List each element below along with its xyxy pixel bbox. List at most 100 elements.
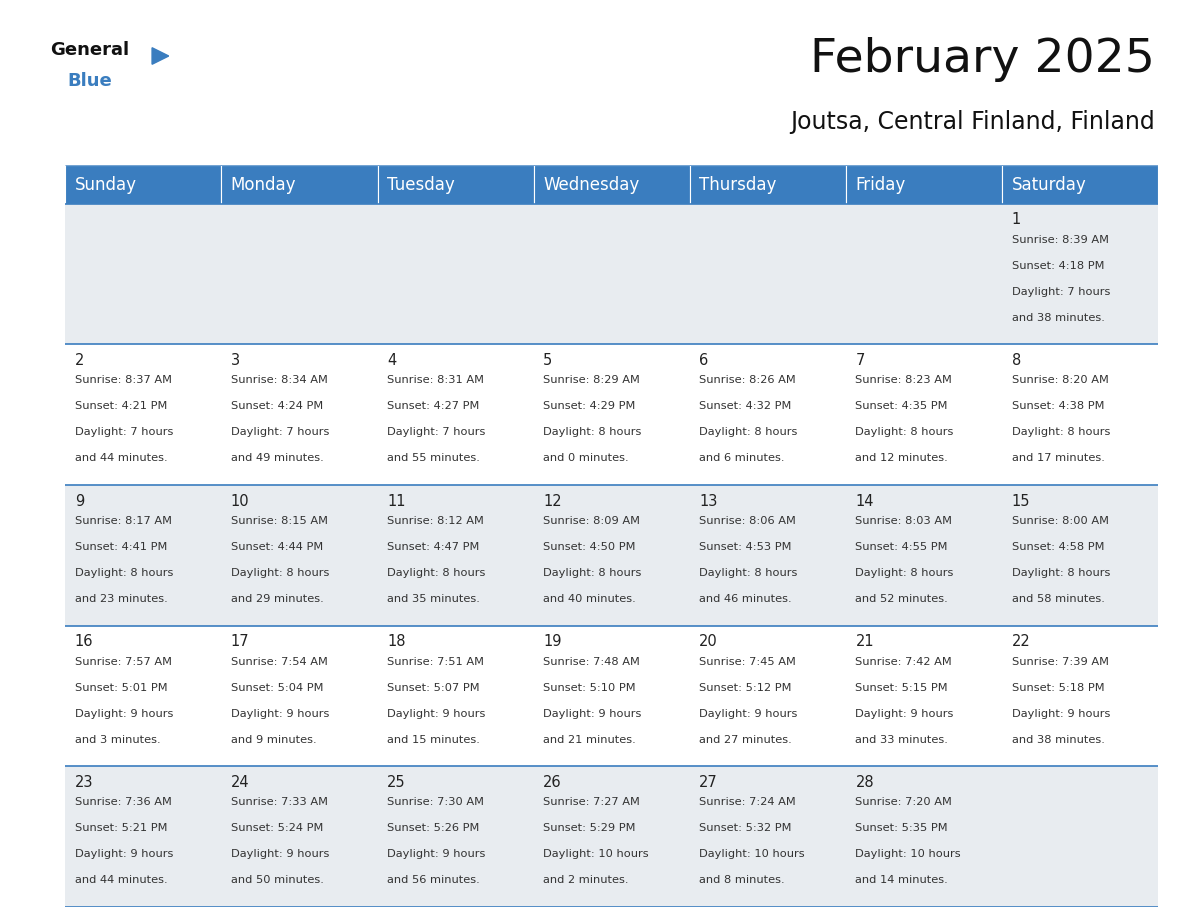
Text: and 14 minutes.: and 14 minutes. <box>855 876 948 885</box>
Text: Sunset: 5:26 PM: Sunset: 5:26 PM <box>387 823 479 834</box>
Text: Daylight: 8 hours: Daylight: 8 hours <box>1011 568 1110 578</box>
Bar <box>221 485 378 626</box>
Text: Daylight: 8 hours: Daylight: 8 hours <box>387 568 486 578</box>
Text: Daylight: 8 hours: Daylight: 8 hours <box>543 568 642 578</box>
Text: Daylight: 10 hours: Daylight: 10 hours <box>700 849 805 859</box>
Text: and 15 minutes.: and 15 minutes. <box>387 734 480 744</box>
Text: Sunset: 5:24 PM: Sunset: 5:24 PM <box>230 823 323 834</box>
Text: and 9 minutes.: and 9 minutes. <box>230 734 316 744</box>
Text: 23: 23 <box>75 775 93 789</box>
Text: Sunrise: 7:33 AM: Sunrise: 7:33 AM <box>230 798 328 807</box>
Bar <box>846 344 1003 485</box>
Bar <box>378 767 533 907</box>
Text: Daylight: 9 hours: Daylight: 9 hours <box>75 849 173 859</box>
Text: Sunrise: 8:03 AM: Sunrise: 8:03 AM <box>855 516 953 526</box>
Text: Sunrise: 8:00 AM: Sunrise: 8:00 AM <box>1011 516 1108 526</box>
Text: Sunrise: 7:51 AM: Sunrise: 7:51 AM <box>387 656 484 666</box>
Text: Sunrise: 8:23 AM: Sunrise: 8:23 AM <box>855 375 953 386</box>
Text: and 21 minutes.: and 21 minutes. <box>543 734 636 744</box>
Bar <box>1003 485 1158 626</box>
Text: Daylight: 9 hours: Daylight: 9 hours <box>1011 709 1110 719</box>
Bar <box>690 485 846 626</box>
Text: 11: 11 <box>387 494 405 509</box>
Text: and 8 minutes.: and 8 minutes. <box>700 876 785 885</box>
Text: Sunrise: 7:42 AM: Sunrise: 7:42 AM <box>855 656 952 666</box>
Text: Sunrise: 8:26 AM: Sunrise: 8:26 AM <box>700 375 796 386</box>
Text: and 46 minutes.: and 46 minutes. <box>700 594 792 604</box>
Bar <box>533 344 690 485</box>
Bar <box>65 767 221 907</box>
Text: and 55 minutes.: and 55 minutes. <box>387 453 480 464</box>
Text: and 2 minutes.: and 2 minutes. <box>543 876 628 885</box>
Text: and 0 minutes.: and 0 minutes. <box>543 453 628 464</box>
Text: Friday: Friday <box>855 175 905 194</box>
Text: and 44 minutes.: and 44 minutes. <box>75 876 168 885</box>
Text: Sunrise: 7:54 AM: Sunrise: 7:54 AM <box>230 656 328 666</box>
Bar <box>65 344 221 485</box>
Text: Sunrise: 8:09 AM: Sunrise: 8:09 AM <box>543 516 640 526</box>
Text: and 23 minutes.: and 23 minutes. <box>75 594 168 604</box>
Text: Sunset: 4:21 PM: Sunset: 4:21 PM <box>75 401 168 411</box>
Text: 10: 10 <box>230 494 249 509</box>
Bar <box>690 767 846 907</box>
Text: and 58 minutes.: and 58 minutes. <box>1011 594 1105 604</box>
Bar <box>378 485 533 626</box>
Bar <box>846 767 1003 907</box>
Text: Sunrise: 8:34 AM: Sunrise: 8:34 AM <box>230 375 328 386</box>
Bar <box>221 344 378 485</box>
Text: 24: 24 <box>230 775 249 789</box>
Text: Sunset: 4:27 PM: Sunset: 4:27 PM <box>387 401 479 411</box>
Text: Daylight: 8 hours: Daylight: 8 hours <box>700 428 797 437</box>
Text: and 52 minutes.: and 52 minutes. <box>855 594 948 604</box>
Text: and 38 minutes.: and 38 minutes. <box>1011 313 1105 323</box>
Text: and 44 minutes.: and 44 minutes. <box>75 453 168 464</box>
Text: 5: 5 <box>543 353 552 368</box>
Text: Daylight: 9 hours: Daylight: 9 hours <box>855 709 954 719</box>
Bar <box>533 626 690 767</box>
Bar <box>690 204 846 344</box>
Bar <box>533 485 690 626</box>
Bar <box>846 626 1003 767</box>
Text: Sunrise: 7:57 AM: Sunrise: 7:57 AM <box>75 656 172 666</box>
Text: February 2025: February 2025 <box>810 37 1155 82</box>
Text: 25: 25 <box>387 775 405 789</box>
Text: 16: 16 <box>75 634 93 649</box>
Text: Saturday: Saturday <box>1011 175 1086 194</box>
Text: 18: 18 <box>387 634 405 649</box>
Text: 19: 19 <box>543 634 562 649</box>
Bar <box>533 767 690 907</box>
Bar <box>1003 165 1158 204</box>
Text: Daylight: 7 hours: Daylight: 7 hours <box>1011 286 1110 297</box>
Text: and 38 minutes.: and 38 minutes. <box>1011 734 1105 744</box>
Text: Sunset: 4:18 PM: Sunset: 4:18 PM <box>1011 261 1104 271</box>
Text: Sunrise: 8:31 AM: Sunrise: 8:31 AM <box>387 375 484 386</box>
Bar <box>1003 626 1158 767</box>
Text: Daylight: 8 hours: Daylight: 8 hours <box>855 568 954 578</box>
Text: 28: 28 <box>855 775 874 789</box>
Bar <box>533 165 690 204</box>
Text: Sunrise: 8:12 AM: Sunrise: 8:12 AM <box>387 516 484 526</box>
Text: and 33 minutes.: and 33 minutes. <box>855 734 948 744</box>
Text: 15: 15 <box>1011 494 1030 509</box>
Text: Thursday: Thursday <box>700 175 777 194</box>
Text: Sunset: 4:24 PM: Sunset: 4:24 PM <box>230 401 323 411</box>
Text: Sunset: 5:15 PM: Sunset: 5:15 PM <box>855 683 948 693</box>
Text: Daylight: 8 hours: Daylight: 8 hours <box>543 428 642 437</box>
Text: 4: 4 <box>387 353 397 368</box>
Text: Daylight: 8 hours: Daylight: 8 hours <box>75 568 173 578</box>
Text: and 29 minutes.: and 29 minutes. <box>230 594 323 604</box>
Text: 13: 13 <box>700 494 718 509</box>
Text: Daylight: 7 hours: Daylight: 7 hours <box>230 428 329 437</box>
Bar <box>221 165 378 204</box>
Bar <box>846 204 1003 344</box>
Text: 3: 3 <box>230 353 240 368</box>
Text: Sunset: 5:18 PM: Sunset: 5:18 PM <box>1011 683 1104 693</box>
Text: 1: 1 <box>1011 212 1020 228</box>
Text: 27: 27 <box>700 775 718 789</box>
Text: Sunset: 4:35 PM: Sunset: 4:35 PM <box>855 401 948 411</box>
Text: Sunset: 5:01 PM: Sunset: 5:01 PM <box>75 683 168 693</box>
Bar <box>846 485 1003 626</box>
Text: 9: 9 <box>75 494 84 509</box>
Bar <box>221 626 378 767</box>
Text: Sunset: 4:44 PM: Sunset: 4:44 PM <box>230 542 323 552</box>
